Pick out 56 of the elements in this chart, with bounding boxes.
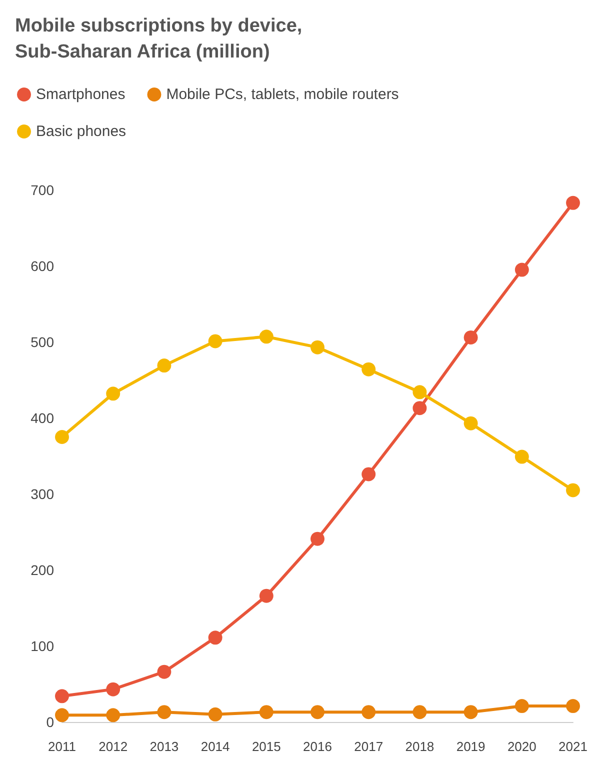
point	[464, 330, 478, 344]
point	[55, 689, 69, 704]
point	[514, 699, 529, 714]
point	[157, 358, 172, 373]
point	[566, 483, 580, 498]
point	[259, 330, 274, 344]
legend-label: Mobile PCs, tablets, mobile routers	[166, 86, 399, 103]
point	[310, 340, 324, 354]
point	[310, 705, 324, 720]
legend-label: Smartphones	[36, 86, 126, 103]
x-tick-label: 2013	[150, 739, 179, 754]
point	[412, 385, 427, 400]
x-tick-label: 2019	[456, 739, 486, 754]
y-tick-label: 400	[30, 410, 54, 426]
point	[362, 705, 376, 720]
point	[566, 699, 580, 714]
point	[412, 705, 427, 720]
point	[55, 708, 69, 722]
y-tick-label: 300	[30, 486, 54, 502]
point	[514, 262, 529, 277]
point	[106, 708, 120, 722]
y-tick-label: 700	[30, 182, 54, 198]
x-tick-label: 2020	[507, 739, 536, 754]
point	[310, 532, 324, 546]
x-tick-label: 2014	[200, 739, 230, 754]
x-tick-label: 2016	[303, 739, 332, 754]
point	[208, 334, 222, 348]
y-tick-label: 200	[30, 562, 54, 578]
legend-label: Basic phones	[36, 123, 126, 140]
chart-title: Mobile subscriptions by device, Sub-Saharan Africa (million)	[15, 16, 308, 62]
x-tick-label: 2015	[252, 739, 281, 754]
y-tick-label: 500	[30, 334, 54, 350]
point	[106, 386, 120, 401]
point	[362, 362, 376, 376]
point	[208, 630, 222, 645]
point	[464, 705, 478, 720]
point	[106, 682, 120, 696]
y-tick-label: 600	[30, 258, 54, 274]
x-tick-label: 2011	[48, 739, 76, 754]
point	[157, 705, 172, 720]
y-tick-label: 0	[46, 714, 54, 730]
point	[566, 196, 580, 210]
point	[259, 705, 274, 720]
point	[464, 416, 478, 430]
point	[259, 588, 274, 603]
x-tick-label: 2017	[354, 739, 384, 754]
y-tick-label: 100	[30, 638, 54, 654]
x-tick-label: 2012	[98, 739, 128, 754]
x-tick-label: 2018	[405, 739, 434, 754]
point	[514, 450, 529, 464]
point	[157, 664, 172, 679]
point	[208, 707, 222, 722]
x-tick-label: 2021	[558, 739, 588, 754]
point	[412, 401, 427, 416]
point	[55, 430, 69, 444]
point	[362, 467, 376, 482]
